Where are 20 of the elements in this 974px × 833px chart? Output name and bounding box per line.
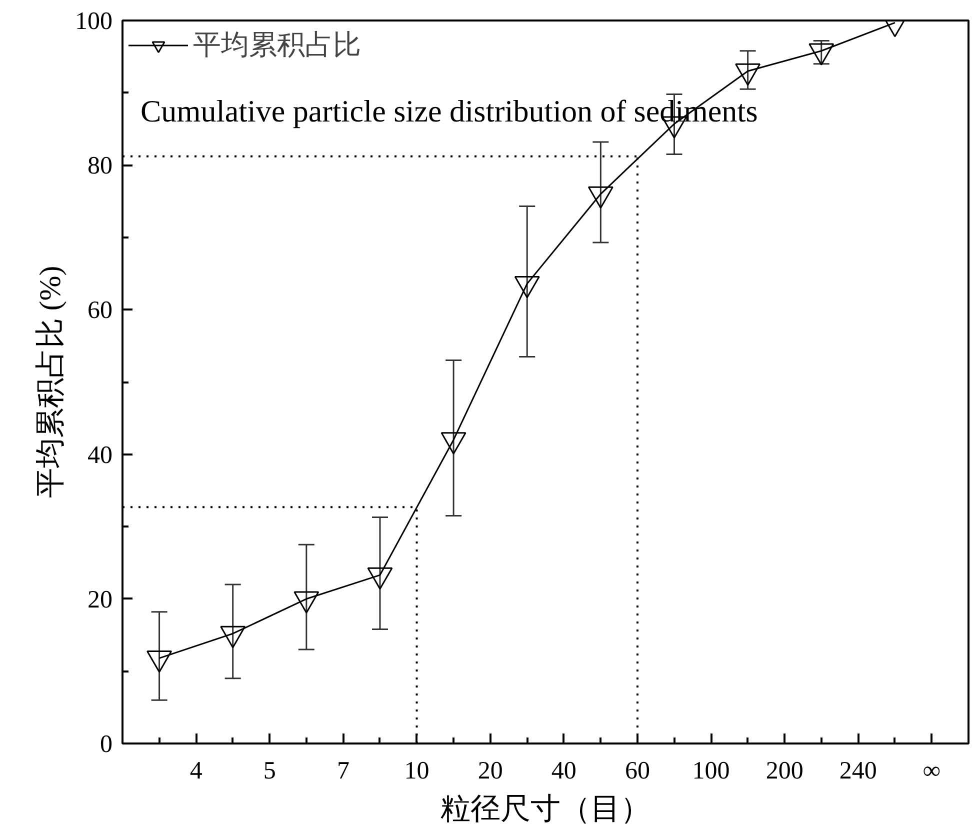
y-tick-label: 40 [88, 442, 112, 469]
y-tick-label: 100 [75, 8, 112, 35]
x-tick-label: 20 [478, 758, 503, 784]
x-tick-label: 60 [624, 758, 650, 784]
x-tick-label: 240 [839, 758, 877, 784]
y-tick-label: 60 [88, 297, 112, 324]
x-axis-title: 粒径尺寸（目） [440, 792, 650, 826]
y-axis-title: 平均累积占比 (%) [34, 266, 67, 498]
x-tick-label: 10 [404, 758, 430, 784]
x-tick-label: 100 [692, 758, 730, 784]
x-tick-label: 5 [263, 758, 276, 784]
y-tick-label: 80 [88, 152, 112, 180]
y-tick-label: 0 [100, 731, 112, 758]
x-tick-label: 200 [766, 758, 804, 784]
x-tick-label: 7 [336, 758, 350, 784]
y-tick-label: 20 [88, 586, 112, 614]
x-tick-label: 4 [190, 758, 203, 784]
x-tick-label: ∞ [922, 758, 941, 784]
x-tick-label: 40 [551, 758, 576, 784]
legend-label: 平均累积占比 [193, 29, 361, 63]
